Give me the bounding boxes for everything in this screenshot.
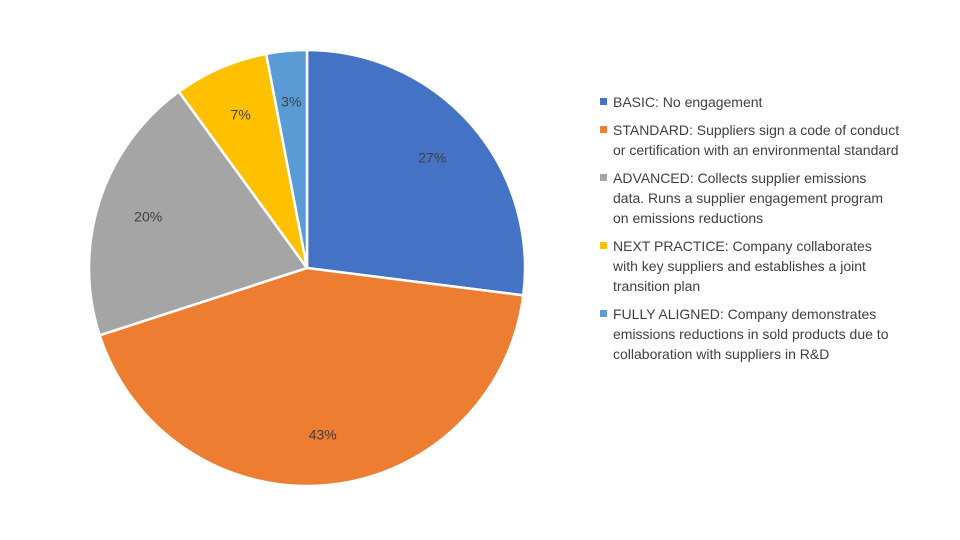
slice-data-label: 20%: [134, 208, 162, 224]
legend-swatch: [600, 242, 607, 249]
pie-slices: [87, 48, 527, 488]
legend-label: ADVANCED: Collects supplier emissions da…: [613, 170, 884, 226]
legend-swatch: [600, 174, 607, 181]
legend-swatch: [600, 310, 607, 317]
slice-data-label: 43%: [309, 426, 337, 442]
pie-slice-5: [264, 48, 309, 270]
slice-data-label: 27%: [418, 150, 446, 166]
legend-item: STANDARD: Suppliers sign a code of condu…: [600, 120, 900, 160]
slice-data-label: 3%: [281, 94, 301, 110]
pie-slice-2: [98, 266, 525, 488]
pie-slice-3: [87, 90, 309, 337]
legend-label: NEXT PRACTICE: Company collaborates with…: [613, 238, 872, 294]
legend-item: ADVANCED: Collects supplier emissions da…: [600, 168, 900, 228]
legend-item: FULLY ALIGNED: Company demonstrates emis…: [600, 304, 900, 364]
legend-label: STANDARD: Suppliers sign a code of condu…: [613, 122, 900, 158]
legend-label: BASIC: No engagement: [613, 94, 763, 110]
slice-data-label: 7%: [231, 107, 251, 123]
legend-label: FULLY ALIGNED: Company demonstrates emis…: [613, 306, 889, 362]
pie-data-labels: 27% 43% 20% 7% 3%: [134, 94, 446, 443]
chart-legend: BASIC: No engagement STANDARD: Suppliers …: [600, 92, 900, 372]
pie-plot-area: 27% 43% 20% 7% 3%: [87, 48, 527, 488]
legend-item: NEXT PRACTICE: Company collaborates with…: [600, 236, 900, 296]
legend-swatch: [600, 126, 607, 133]
legend-swatch: [600, 98, 607, 105]
legend-item: BASIC: No engagement: [600, 92, 900, 112]
pie-slice-1: [305, 48, 527, 297]
